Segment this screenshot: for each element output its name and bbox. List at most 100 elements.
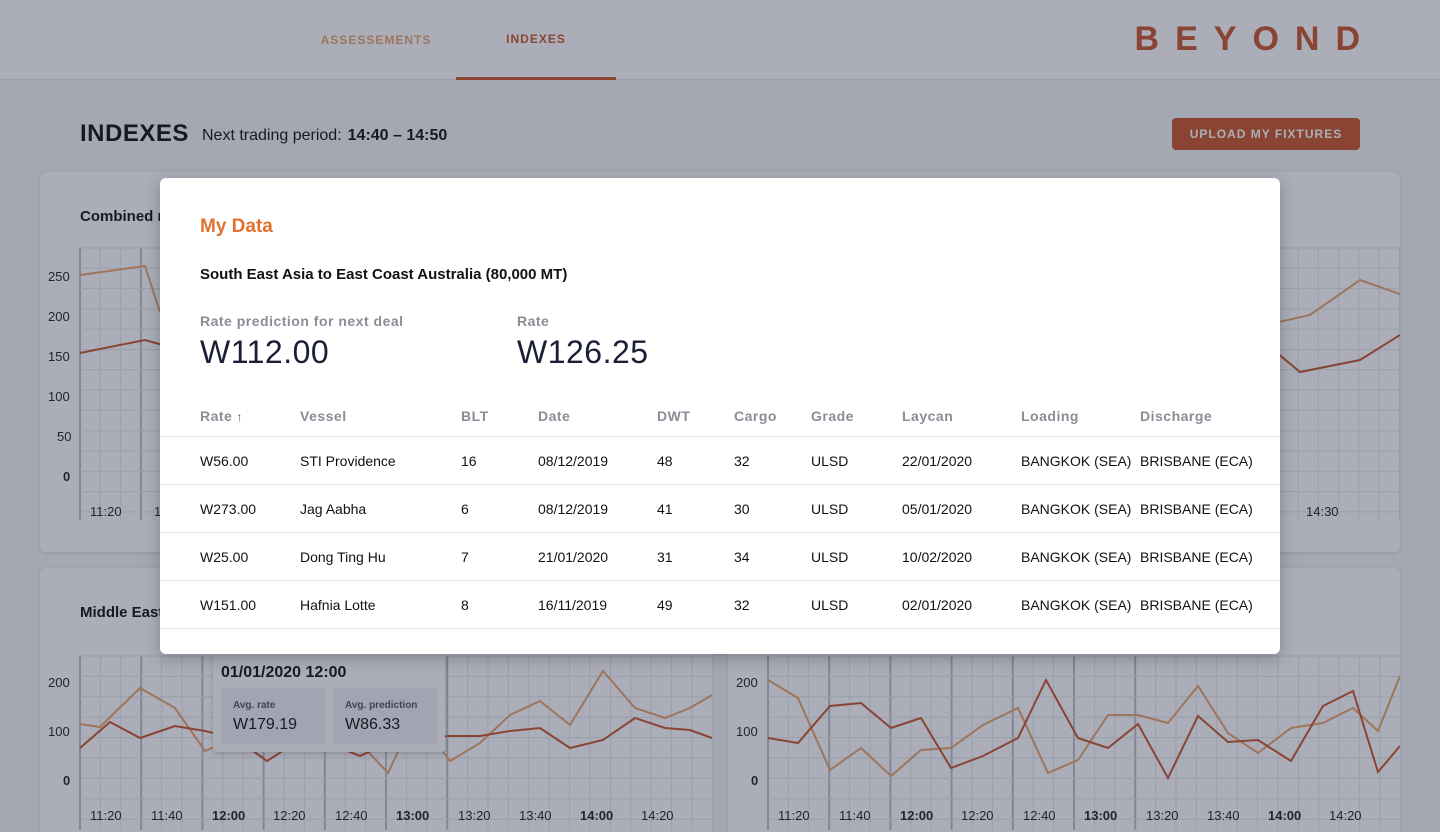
x-tick: 14:00 <box>1268 808 1301 823</box>
y-tick: 250 <box>48 269 70 284</box>
sort-ascending-icon: ↑ <box>236 410 243 424</box>
table-row[interactable]: W25.00 Dong Ting Hu 7 21/01/2020 31 34 ULSD 10/… <box>160 533 1280 581</box>
column-header-grade[interactable]: Grade <box>811 408 854 424</box>
column-header-date[interactable]: Date <box>538 408 571 424</box>
modal-title: My Data <box>200 216 273 237</box>
tab-assessements[interactable]: ASSESSEMENTS <box>320 33 432 47</box>
y-tick: 150 <box>48 349 70 364</box>
page-title: INDEXES <box>80 120 189 147</box>
cell-cargo: 30 <box>734 501 750 517</box>
column-header-blt[interactable]: BLT <box>461 408 489 424</box>
column-header-loading[interactable]: Loading <box>1021 408 1079 424</box>
cell-dwt: 49 <box>657 597 673 613</box>
column-header-rate-label: Rate <box>200 408 233 424</box>
tooltip-avg-rate-value: W179.19 <box>233 716 298 733</box>
cell-grade: ULSD <box>811 501 849 517</box>
cell-dwt: 41 <box>657 501 673 517</box>
top-nav: ASSESSEMENTS INDEXES BEYOND <box>0 0 1440 80</box>
chart-title-combined: Combined r <box>80 208 164 225</box>
upload-fixtures-button[interactable]: UPLOAD MY FIXTURES <box>1172 118 1360 150</box>
cell-blt: 6 <box>461 501 469 517</box>
tooltip-date: 01/01/2020 12:00 <box>221 664 347 681</box>
table-row[interactable]: W56.00 STI Providence 16 08/12/2019 48 32 ULSD… <box>160 437 1280 485</box>
cell-dwt: 31 <box>657 549 673 565</box>
tab-indexes[interactable]: INDEXES <box>456 0 616 80</box>
cell-loading: BANGKOK (SEA) <box>1021 453 1132 469</box>
x-tick: 11:40 <box>151 808 183 823</box>
chart-grid <box>767 655 1400 830</box>
column-header-rate[interactable]: Rate ↑ <box>200 408 243 424</box>
row-divider <box>160 532 1280 533</box>
table-row[interactable]: W151.00 Hafnia Lotte 8 16/11/2019 49 32 ULSD 02… <box>160 581 1280 629</box>
cell-cargo: 34 <box>734 549 750 565</box>
column-header-discharge[interactable]: Discharge <box>1140 408 1213 424</box>
x-tick: 13:40 <box>1207 808 1240 823</box>
cell-discharge: BRISBANE (ECA) <box>1140 549 1253 565</box>
tooltip-avg-rate: Avg. rate W179.19 <box>221 688 325 744</box>
x-tick: 13:00 <box>1084 808 1117 823</box>
x-tick: 13:40 <box>519 808 552 823</box>
cell-loading: BANGKOK (SEA) <box>1021 597 1132 613</box>
tooltip-avg-prediction: Avg. prediction W86.33 <box>333 688 437 744</box>
cell-vessel: STI Providence <box>300 453 396 469</box>
x-tick: 11:20 <box>778 808 810 823</box>
x-tick: 13:00 <box>396 808 429 823</box>
cell-laycan: 05/01/2020 <box>902 501 973 517</box>
x-tick: 11:40 <box>839 808 871 823</box>
tooltip-avg-prediction-value: W86.33 <box>345 716 401 733</box>
cell-rate: W25.00 <box>200 549 249 565</box>
rate-label: Rate <box>517 313 550 329</box>
series-rate-light <box>767 675 1400 778</box>
cell-date: 21/01/2020 <box>538 549 609 565</box>
series-prediction-dark <box>767 677 1400 781</box>
table-row[interactable]: W273.00 Jag Aabha 6 08/12/2019 41 30 ULSD 05/01… <box>160 485 1280 533</box>
y-tick: 50 <box>57 429 71 444</box>
route-title: South East Asia to East Coast Australia … <box>200 266 568 283</box>
cell-vessel: Dong Ting Hu <box>300 549 386 565</box>
prediction-value: W112.00 <box>200 334 330 370</box>
cell-discharge: BRISBANE (ECA) <box>1140 597 1253 613</box>
cell-cargo: 32 <box>734 597 750 613</box>
row-divider <box>160 580 1280 581</box>
cell-grade: ULSD <box>811 597 849 613</box>
right-chart[interactable]: 200 100 0 11:20 11:40 12:00 12:20 12:40 … <box>728 568 1400 832</box>
cell-rate: W273.00 <box>200 501 257 517</box>
chart-title-middle-east: Middle East <box>80 604 164 621</box>
column-header-laycan[interactable]: Laycan <box>902 408 954 424</box>
x-tick: 1 <box>154 504 161 519</box>
tooltip-avg-rate-label: Avg. rate <box>233 700 276 711</box>
chart-tooltip: 01/01/2020 12:00 Avg. rate W179.19 Avg. … <box>213 652 445 752</box>
y-tick: 200 <box>736 675 758 690</box>
cell-discharge: BRISBANE (ECA) <box>1140 501 1253 517</box>
series-prediction-dark-right <box>1269 334 1400 374</box>
x-tick: 11:20 <box>90 808 122 823</box>
trading-value: 14:40 – 14:50 <box>347 127 448 144</box>
series-rate-light-right <box>1269 278 1400 325</box>
table-divider <box>160 436 1280 437</box>
y-tick: 100 <box>48 389 70 404</box>
x-tick: 14:20 <box>641 808 674 823</box>
cell-grade: ULSD <box>811 453 849 469</box>
column-header-cargo[interactable]: Cargo <box>734 408 777 424</box>
x-tick: 12:20 <box>961 808 994 823</box>
cell-date: 08/12/2019 <box>538 501 609 517</box>
x-tick: 12:00 <box>900 808 933 823</box>
cell-laycan: 10/02/2020 <box>902 549 973 565</box>
x-tick: 14:30 <box>1306 504 1339 519</box>
y-tick: 100 <box>736 724 758 739</box>
x-tick: 14:20 <box>1329 808 1362 823</box>
y-tick: 100 <box>48 724 70 739</box>
cell-cargo: 32 <box>734 453 750 469</box>
cell-grade: ULSD <box>811 549 849 565</box>
tooltip-avg-prediction-label: Avg. prediction <box>345 700 418 711</box>
x-tick: 12:00 <box>212 808 245 823</box>
y-tick: 0 <box>63 773 70 788</box>
series-rate-light <box>79 264 161 313</box>
x-tick: 11:20 <box>90 504 122 519</box>
cell-date: 16/11/2019 <box>538 597 608 613</box>
cell-loading: BANGKOK (SEA) <box>1021 501 1132 517</box>
column-header-dwt[interactable]: DWT <box>657 408 691 424</box>
cell-vessel: Hafnia Lotte <box>300 597 376 613</box>
column-header-vessel[interactable]: Vessel <box>300 408 347 424</box>
y-tick: 0 <box>751 773 758 788</box>
